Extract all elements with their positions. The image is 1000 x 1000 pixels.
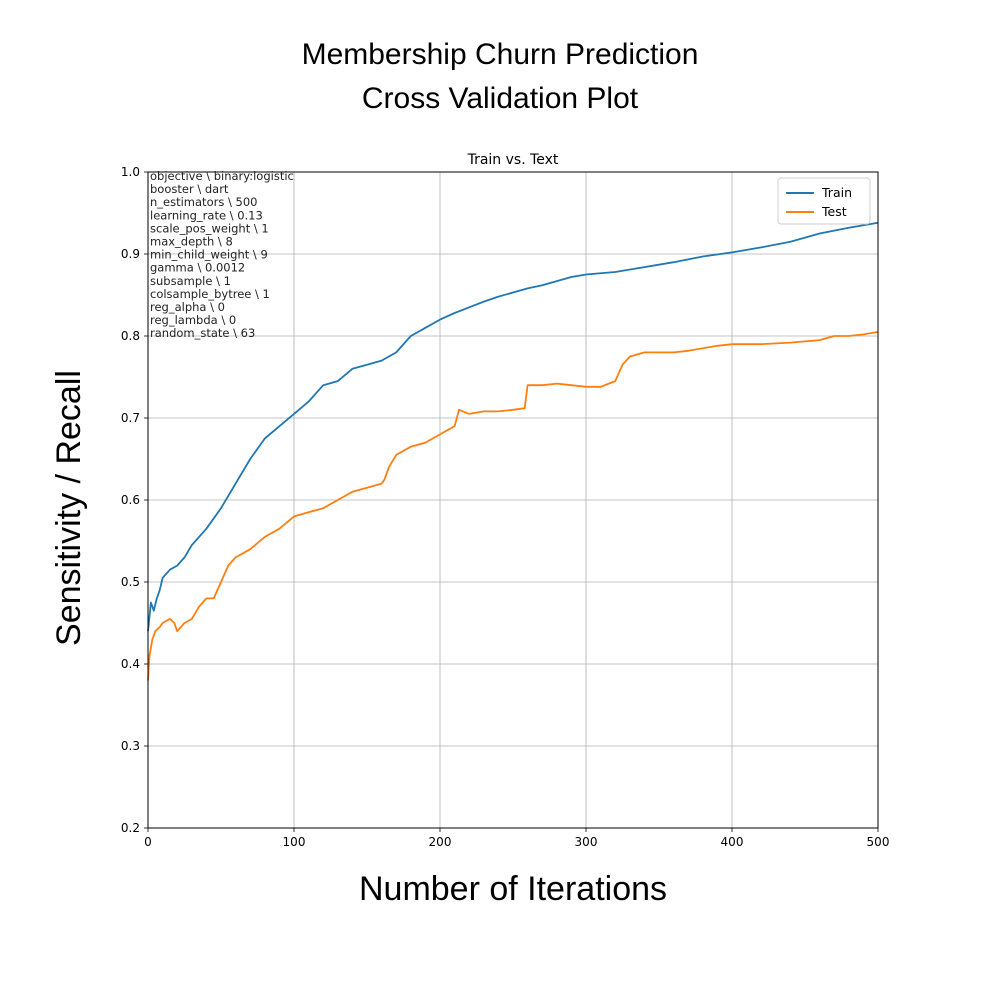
y-tick-label: 0.5 xyxy=(121,575,140,589)
y-tick-label: 0.2 xyxy=(121,821,140,835)
legend-label-train: Train xyxy=(821,185,852,200)
parameter-annotation-line: gamma \ 0.0012 xyxy=(150,261,245,275)
y-tick-label: 1.0 xyxy=(121,165,140,179)
y-tick-label: 0.9 xyxy=(121,247,140,261)
x-tick-label: 400 xyxy=(721,835,744,849)
y-tick-label: 0.3 xyxy=(121,739,140,753)
parameter-annotation-line: max_depth \ 8 xyxy=(150,235,233,249)
x-tick-label: 300 xyxy=(575,835,598,849)
chart-title: Membership Churn Prediction xyxy=(301,38,699,71)
y-tick-label: 0.6 xyxy=(121,493,140,507)
parameter-annotation-line: n_estimators \ 500 xyxy=(150,195,257,209)
x-tick-label: 200 xyxy=(429,835,452,849)
legend: Train Test xyxy=(777,177,871,225)
series-layer xyxy=(147,221,879,681)
y-axis-label: Sensitivity / Recall xyxy=(50,370,88,646)
parameter-annotation-line: booster \ dart xyxy=(150,182,229,196)
grid-lines xyxy=(147,171,879,829)
legend-label-test: Test xyxy=(821,204,847,219)
parameter-annotation-line: colsample_bytree \ 1 xyxy=(150,287,270,301)
series-line-train xyxy=(147,221,879,632)
parameter-annotation-line: subsample \ 1 xyxy=(150,274,231,288)
x-tick-label: 500 xyxy=(867,835,890,849)
x-tick-label: 0 xyxy=(144,835,152,849)
parameter-annotation-line: reg_lambda \ 0 xyxy=(150,313,236,327)
axis-ticks: 0 100 200 300 400 500 0.2 0.3 0.4 0.5 0.6 0.7 0.8 0.9… xyxy=(121,165,890,849)
parameter-annotation-line: reg_alpha \ 0 xyxy=(150,300,225,314)
parameter-annotation-line: scale_pos_weight \ 1 xyxy=(150,221,269,235)
x-tick-label: 100 xyxy=(283,835,306,849)
y-tick-label: 0.8 xyxy=(121,329,140,343)
y-tick-label: 0.7 xyxy=(121,411,140,425)
parameter-annotation-line: learning_rate \ 0.13 xyxy=(150,208,263,222)
chart-subtitle: Train vs. Text xyxy=(467,152,559,168)
parameter-annotation-line: min_child_weight \ 9 xyxy=(150,248,268,262)
parameter-annotation-line: objective \ binary:logistic xyxy=(150,169,294,183)
x-axis-label: Number of Iterations xyxy=(359,870,667,908)
series-line-test xyxy=(147,331,879,681)
y-tick-label: 0.4 xyxy=(121,657,140,671)
parameter-annotation-line: random_state \ 63 xyxy=(150,326,255,340)
chart-title-line2: Cross Validation Plot xyxy=(361,82,639,115)
